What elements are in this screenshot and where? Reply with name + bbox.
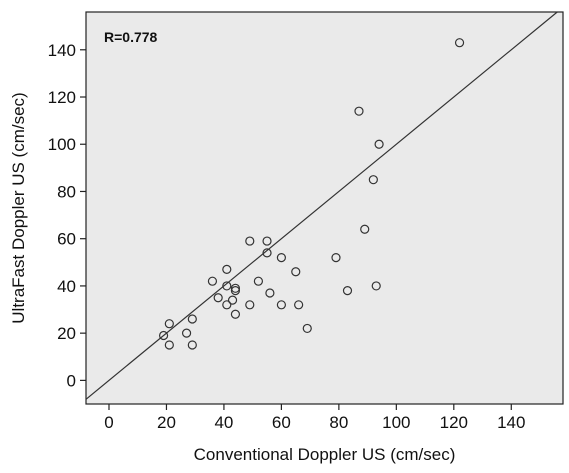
x-tick-label: 0 xyxy=(104,413,113,432)
data-point xyxy=(265,288,275,298)
data-point xyxy=(207,276,218,286)
data-point xyxy=(164,319,174,329)
data-point xyxy=(181,328,192,338)
data-point xyxy=(187,340,197,350)
y-axis-label: UltraFast Doppler US (cm/sec) xyxy=(9,92,28,323)
data-point xyxy=(331,252,341,263)
x-axis-label: Conventional Doppler US (cm/sec) xyxy=(194,445,456,464)
identity-line xyxy=(85,11,558,400)
data-point xyxy=(360,224,370,234)
data-point xyxy=(354,106,364,116)
data-point xyxy=(374,139,384,149)
data-point xyxy=(262,236,272,246)
x-tick-label: 140 xyxy=(497,413,525,432)
x-tick-label: 120 xyxy=(440,413,468,432)
y-tick-label: 40 xyxy=(57,277,76,296)
x-tick-label: 80 xyxy=(329,413,348,432)
data-point xyxy=(187,314,197,324)
data-point xyxy=(276,252,286,263)
data-point xyxy=(164,340,174,350)
data-point xyxy=(262,248,272,258)
data-point xyxy=(227,295,238,305)
x-tick-label: 40 xyxy=(214,413,233,432)
data-point xyxy=(245,236,255,246)
data-point xyxy=(230,283,241,293)
x-tick-label: 60 xyxy=(272,413,291,432)
data-point xyxy=(291,267,301,277)
data-point xyxy=(454,38,465,48)
y-tick-label: 20 xyxy=(57,324,76,343)
data-point xyxy=(294,300,304,310)
data-point xyxy=(222,264,232,274)
data-point xyxy=(245,300,255,310)
data-point xyxy=(213,293,223,303)
data-point xyxy=(158,330,169,341)
data-point xyxy=(368,175,378,185)
data-point xyxy=(253,276,264,286)
data-point xyxy=(222,300,232,310)
y-tick-label: 0 xyxy=(67,371,76,390)
plot-area xyxy=(85,11,564,405)
correlation-annotation: R=0.778 xyxy=(104,29,158,45)
y-tick-label: 60 xyxy=(57,230,76,249)
x-tick-label: 20 xyxy=(157,413,176,432)
y-tick-label: 80 xyxy=(57,182,76,201)
x-tick-label: 100 xyxy=(382,413,410,432)
y-tick-label: 140 xyxy=(48,41,76,60)
data-point xyxy=(230,309,241,319)
data-point xyxy=(302,323,312,334)
data-point xyxy=(371,281,381,291)
y-tick-label: 120 xyxy=(48,88,76,107)
data-point xyxy=(230,286,241,296)
data-point xyxy=(342,286,353,296)
y-tick-label: 100 xyxy=(48,135,76,154)
data-point xyxy=(222,281,232,291)
data-point xyxy=(276,300,286,310)
